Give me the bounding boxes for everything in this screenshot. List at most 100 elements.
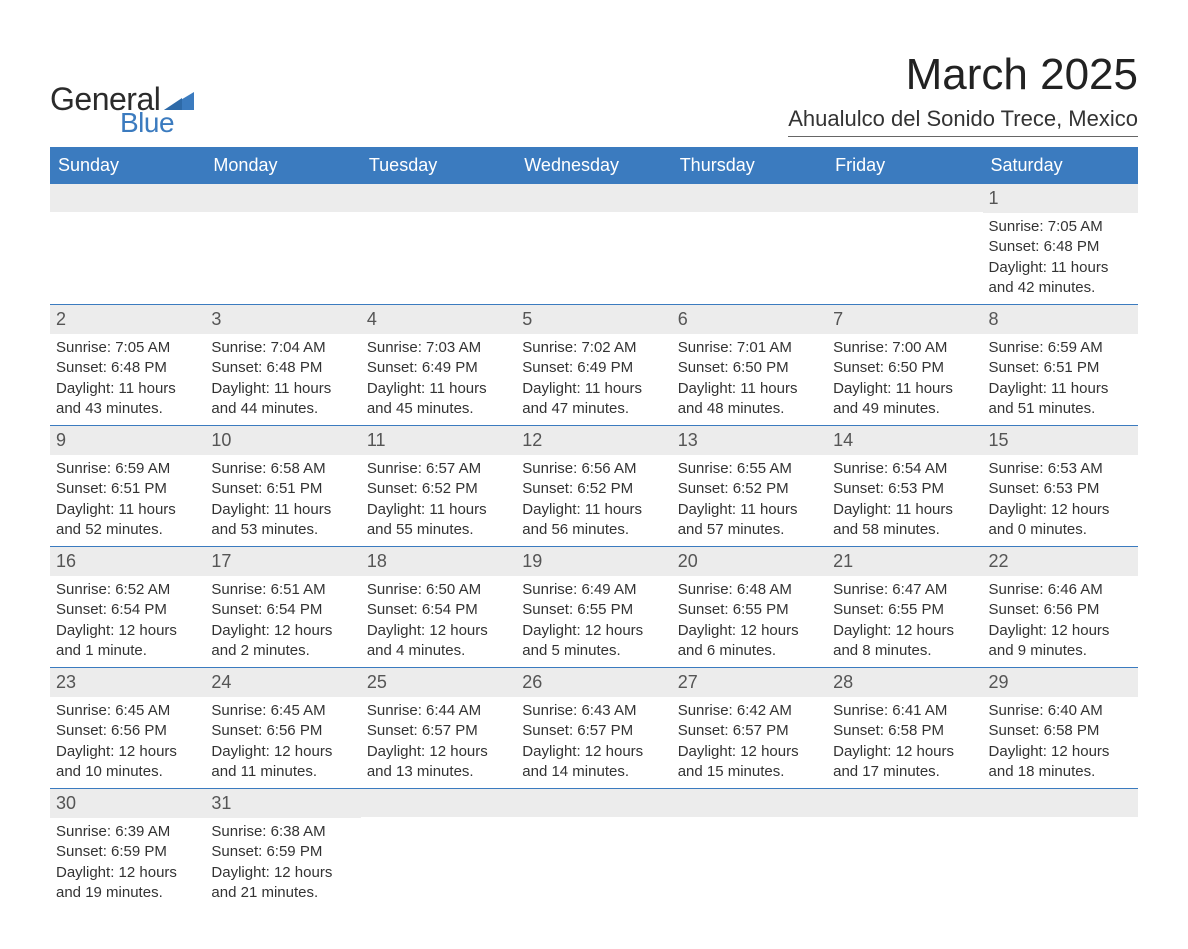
day-body: Sunrise: 6:54 AMSunset: 6:53 PMDaylight:…: [827, 455, 982, 546]
daylight-text-1: Daylight: 12 hours: [833, 621, 976, 641]
sunset-text: Sunset: 6:55 PM: [833, 600, 976, 620]
day-number: 4: [361, 305, 516, 334]
day-number: [983, 789, 1138, 817]
day-cell: [50, 184, 205, 304]
daylight-text-2: and 55 minutes.: [367, 520, 510, 540]
daylight-text-2: and 42 minutes.: [989, 278, 1132, 298]
title-block: March 2025 Ahualulco del Sonido Trece, M…: [788, 50, 1138, 137]
day-number: [361, 184, 516, 212]
sunset-text: Sunset: 6:56 PM: [56, 721, 199, 741]
day-cell: 9Sunrise: 6:59 AMSunset: 6:51 PMDaylight…: [50, 426, 205, 546]
sunrise-text: Sunrise: 6:45 AM: [56, 701, 199, 721]
calendar: Sunday Monday Tuesday Wednesday Thursday…: [50, 147, 1138, 909]
daylight-text-1: Daylight: 12 hours: [989, 500, 1132, 520]
daylight-text-1: Daylight: 11 hours: [56, 500, 199, 520]
week-row: 16Sunrise: 6:52 AMSunset: 6:54 PMDayligh…: [50, 547, 1138, 668]
daylight-text-2: and 0 minutes.: [989, 520, 1132, 540]
daylight-text-2: and 48 minutes.: [678, 399, 821, 419]
day-body: [827, 817, 982, 827]
daylight-text-1: Daylight: 11 hours: [989, 379, 1132, 399]
daylight-text-1: Daylight: 11 hours: [678, 500, 821, 520]
day-number: 12: [516, 426, 671, 455]
day-number: 27: [672, 668, 827, 697]
daylight-text-1: Daylight: 12 hours: [211, 621, 354, 641]
day-body: [672, 817, 827, 827]
day-number: [205, 184, 360, 212]
daylight-text-2: and 21 minutes.: [211, 883, 354, 903]
sunset-text: Sunset: 6:54 PM: [56, 600, 199, 620]
day-number: [672, 789, 827, 817]
day-number: 28: [827, 668, 982, 697]
day-cell: 14Sunrise: 6:54 AMSunset: 6:53 PMDayligh…: [827, 426, 982, 546]
daylight-text-2: and 15 minutes.: [678, 762, 821, 782]
sunrise-text: Sunrise: 7:05 AM: [56, 338, 199, 358]
page-title: March 2025: [788, 50, 1138, 100]
logo: General Blue: [50, 83, 194, 137]
sunrise-text: Sunrise: 6:44 AM: [367, 701, 510, 721]
sunset-text: Sunset: 6:58 PM: [989, 721, 1132, 741]
logo-text-blue: Blue: [120, 109, 194, 137]
daylight-text-1: Daylight: 11 hours: [833, 379, 976, 399]
day-cell: 12Sunrise: 6:56 AMSunset: 6:52 PMDayligh…: [516, 426, 671, 546]
sunset-text: Sunset: 6:57 PM: [367, 721, 510, 741]
day-body: Sunrise: 6:59 AMSunset: 6:51 PMDaylight:…: [983, 334, 1138, 425]
day-cell: 21Sunrise: 6:47 AMSunset: 6:55 PMDayligh…: [827, 547, 982, 667]
sunrise-text: Sunrise: 7:00 AM: [833, 338, 976, 358]
day-body: Sunrise: 6:58 AMSunset: 6:51 PMDaylight:…: [205, 455, 360, 546]
sunset-text: Sunset: 6:49 PM: [522, 358, 665, 378]
day-header: Saturday: [983, 147, 1138, 184]
day-header: Wednesday: [516, 147, 671, 184]
sunrise-text: Sunrise: 7:05 AM: [989, 217, 1132, 237]
day-number: 1: [983, 184, 1138, 213]
day-body: Sunrise: 6:38 AMSunset: 6:59 PMDaylight:…: [205, 818, 360, 909]
day-number: 19: [516, 547, 671, 576]
week-row: 2Sunrise: 7:05 AMSunset: 6:48 PMDaylight…: [50, 305, 1138, 426]
daylight-text-1: Daylight: 12 hours: [833, 742, 976, 762]
daylight-text-1: Daylight: 12 hours: [522, 621, 665, 641]
daylight-text-1: Daylight: 12 hours: [367, 621, 510, 641]
day-cell: [205, 184, 360, 304]
sunrise-text: Sunrise: 7:03 AM: [367, 338, 510, 358]
daylight-text-1: Daylight: 11 hours: [522, 500, 665, 520]
day-cell: 26Sunrise: 6:43 AMSunset: 6:57 PMDayligh…: [516, 668, 671, 788]
sunrise-text: Sunrise: 6:48 AM: [678, 580, 821, 600]
daylight-text-1: Daylight: 12 hours: [678, 621, 821, 641]
daylight-text-2: and 17 minutes.: [833, 762, 976, 782]
sunset-text: Sunset: 6:56 PM: [989, 600, 1132, 620]
day-cell: 3Sunrise: 7:04 AMSunset: 6:48 PMDaylight…: [205, 305, 360, 425]
header: General Blue March 2025 Ahualulco del So…: [50, 50, 1138, 137]
sunrise-text: Sunrise: 6:56 AM: [522, 459, 665, 479]
daylight-text-2: and 10 minutes.: [56, 762, 199, 782]
day-cell: 28Sunrise: 6:41 AMSunset: 6:58 PMDayligh…: [827, 668, 982, 788]
day-body: Sunrise: 7:03 AMSunset: 6:49 PMDaylight:…: [361, 334, 516, 425]
daylight-text-1: Daylight: 12 hours: [989, 621, 1132, 641]
day-number: 25: [361, 668, 516, 697]
week-row: 30Sunrise: 6:39 AMSunset: 6:59 PMDayligh…: [50, 789, 1138, 909]
day-body: Sunrise: 6:44 AMSunset: 6:57 PMDaylight:…: [361, 697, 516, 788]
day-number: 30: [50, 789, 205, 818]
sunset-text: Sunset: 6:57 PM: [678, 721, 821, 741]
day-cell: 15Sunrise: 6:53 AMSunset: 6:53 PMDayligh…: [983, 426, 1138, 546]
sunset-text: Sunset: 6:57 PM: [522, 721, 665, 741]
day-body: Sunrise: 6:53 AMSunset: 6:53 PMDaylight:…: [983, 455, 1138, 546]
sunset-text: Sunset: 6:50 PM: [678, 358, 821, 378]
day-cell: [672, 789, 827, 909]
daylight-text-2: and 1 minute.: [56, 641, 199, 661]
day-body: Sunrise: 7:01 AMSunset: 6:50 PMDaylight:…: [672, 334, 827, 425]
day-header: Monday: [205, 147, 360, 184]
sunset-text: Sunset: 6:53 PM: [989, 479, 1132, 499]
day-body: Sunrise: 6:59 AMSunset: 6:51 PMDaylight:…: [50, 455, 205, 546]
sunrise-text: Sunrise: 6:57 AM: [367, 459, 510, 479]
day-cell: 11Sunrise: 6:57 AMSunset: 6:52 PMDayligh…: [361, 426, 516, 546]
day-cell: 31Sunrise: 6:38 AMSunset: 6:59 PMDayligh…: [205, 789, 360, 909]
sunrise-text: Sunrise: 6:59 AM: [989, 338, 1132, 358]
daylight-text-1: Daylight: 11 hours: [367, 379, 510, 399]
sunrise-text: Sunrise: 6:53 AM: [989, 459, 1132, 479]
daylight-text-1: Daylight: 11 hours: [989, 258, 1132, 278]
daylight-text-2: and 4 minutes.: [367, 641, 510, 661]
day-body: Sunrise: 7:00 AMSunset: 6:50 PMDaylight:…: [827, 334, 982, 425]
sunrise-text: Sunrise: 6:40 AM: [989, 701, 1132, 721]
sunrise-text: Sunrise: 7:02 AM: [522, 338, 665, 358]
daylight-text-1: Daylight: 12 hours: [56, 742, 199, 762]
daylight-text-2: and 19 minutes.: [56, 883, 199, 903]
